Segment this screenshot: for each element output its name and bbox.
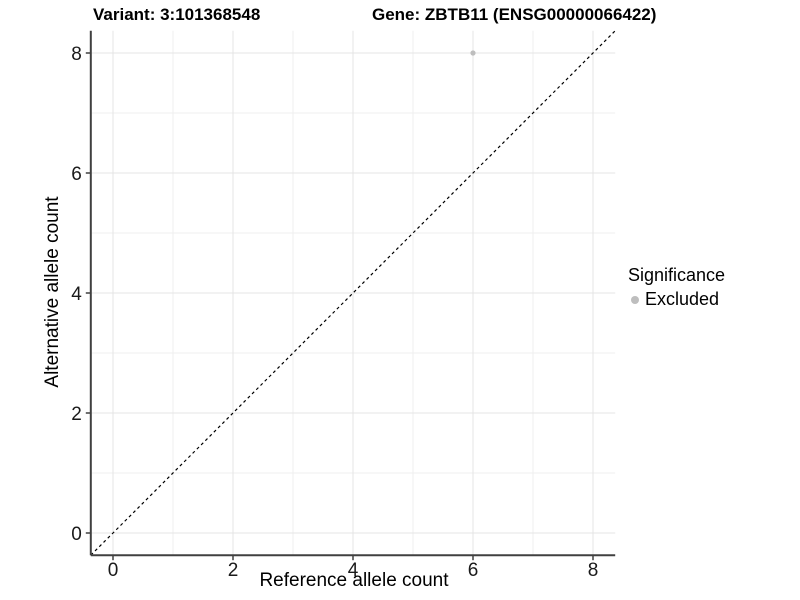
y-tick-label: 0: [71, 524, 82, 545]
data-point: [470, 50, 476, 56]
x-tick-label: 4: [348, 560, 359, 581]
legend-item-label: Excluded: [645, 289, 720, 309]
plot-title-gene: Gene: ZBTB11 (ENSG00000066422): [372, 5, 657, 24]
legend-item: Excluded: [628, 289, 725, 310]
x-tick-label: 2: [228, 560, 239, 581]
legend-title: Significance: [628, 265, 726, 285]
legend-point-icon: [631, 295, 639, 304]
identity-dashed-line: [90, 30, 616, 556]
x-tick-label: 6: [468, 560, 479, 581]
y-tick-label: 6: [71, 164, 82, 185]
y-tick-label: 8: [71, 44, 82, 65]
x-tick-label: 8: [588, 560, 599, 581]
x-tick-label: 0: [108, 560, 119, 581]
x-axis-title: Reference allele count: [259, 570, 449, 591]
y-axis-title: Alternative allele count: [42, 196, 63, 388]
y-tick-label: 2: [71, 404, 82, 425]
y-tick-label: 4: [71, 284, 82, 305]
legend: Significance Excluded: [628, 265, 725, 310]
plot-title-variant: Variant: 3:101368548: [93, 5, 261, 24]
